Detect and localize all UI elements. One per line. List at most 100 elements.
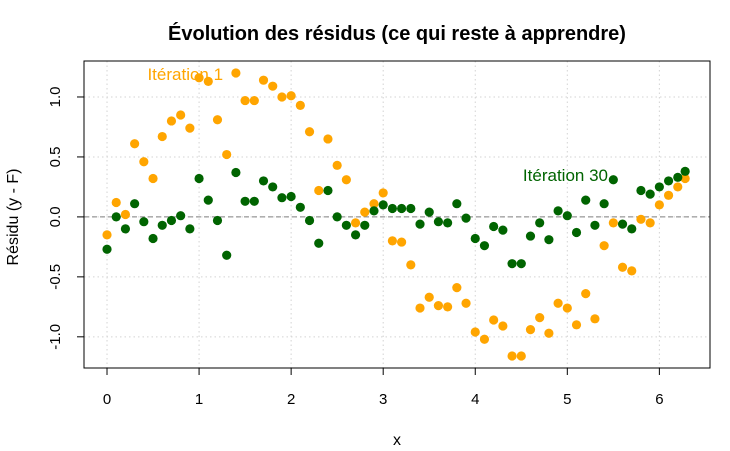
data-point-series-1 [627, 266, 637, 276]
data-point-series-2 [332, 212, 342, 222]
data-point-series-1 [617, 262, 628, 272]
chart-title: Évolution des résidus (ce qui reste à ap… [168, 22, 626, 45]
data-point-series-1 [562, 303, 572, 313]
x-axis: 0 1 2 3 4 5 6 [103, 367, 664, 408]
data-point-series-2 [240, 196, 250, 206]
data-point-series-2 [157, 220, 167, 230]
data-point-series-1 [479, 334, 490, 344]
data-point-series-2 [369, 206, 379, 216]
data-point-series-2 [608, 175, 618, 185]
y-axis-label: Résidu (y - F) [5, 169, 22, 266]
data-point-series-2 [680, 166, 690, 176]
data-point-series-2 [185, 224, 195, 234]
annotation-label: Itération 30 [523, 166, 608, 185]
data-point-series-1 [571, 320, 582, 330]
data-point-series-1 [185, 123, 195, 133]
x-tick-label: 4 [471, 391, 479, 408]
data-point-series-2 [360, 220, 370, 230]
data-point-series-1 [139, 157, 149, 167]
data-point-series-1 [525, 325, 536, 335]
data-point-series-2 [443, 218, 453, 228]
data-point-series-2 [581, 195, 591, 205]
data-point-series-2 [636, 185, 646, 196]
y-tick-label: 1.0 [47, 87, 64, 108]
data-point-series-1 [636, 214, 646, 224]
data-point-series-2 [627, 224, 637, 234]
data-point-series-2 [268, 182, 278, 192]
data-point-series-2 [231, 167, 241, 178]
data-point-series-2 [415, 219, 425, 229]
data-point-series-2 [387, 203, 397, 214]
data-point-series-2 [525, 231, 536, 241]
data-point-series-1 [663, 190, 674, 200]
y-tick-label: 0.5 [47, 147, 64, 168]
data-point-series-1 [304, 127, 315, 137]
data-point-series-1 [489, 315, 499, 325]
data-point-series-1 [194, 73, 204, 83]
data-point-series-2 [406, 203, 416, 214]
data-point-series-2 [617, 219, 628, 229]
y-axis: -1.0 -0.5 0.0 0.5 1.0 [47, 87, 85, 350]
data-point-series-1 [332, 160, 342, 170]
data-point-series-2 [102, 244, 112, 254]
data-point-series-1 [148, 173, 158, 184]
data-point-series-2 [507, 259, 517, 269]
data-point-series-2 [590, 220, 600, 230]
data-point-series-2 [378, 200, 388, 210]
data-point-series-1 [387, 236, 397, 246]
data-point-series-1 [544, 328, 554, 338]
data-point-series-2 [120, 224, 131, 234]
data-point-series-2 [111, 212, 121, 222]
data-point-series-1 [120, 209, 131, 220]
data-point-series-1 [212, 115, 223, 125]
data-point-series-1 [452, 283, 462, 293]
annotations: Itération 1 Itération 30 [147, 65, 608, 185]
data-point-series-2 [489, 221, 499, 232]
data-point-series-2 [258, 176, 269, 186]
data-point-series-2 [148, 233, 158, 244]
data-point-series-1 [277, 92, 287, 102]
annotation-label: Itération 1 [147, 65, 223, 84]
data-point-series-2 [277, 193, 287, 203]
data-point-series-1 [443, 302, 453, 312]
data-point-series-2 [461, 213, 471, 223]
x-tick-label: 6 [655, 391, 663, 408]
data-point-series-1 [369, 199, 379, 209]
data-point-series-1 [176, 110, 186, 120]
data-point-series-2 [212, 215, 223, 226]
data-point-series-2 [562, 211, 572, 221]
data-point-series-1 [507, 351, 517, 361]
data-point-series-2 [249, 196, 259, 206]
data-point-series-2 [130, 199, 140, 209]
data-point-series-2 [295, 202, 305, 212]
data-point-series-1 [680, 173, 690, 184]
data-point-series-2 [304, 215, 315, 226]
data-point-series-1 [645, 218, 655, 228]
data-point-series-1 [360, 207, 370, 217]
data-point-series-2 [176, 211, 186, 221]
data-point-series-2 [194, 173, 204, 184]
data-point-series-2 [323, 185, 333, 196]
data-points [102, 68, 690, 361]
data-point-series-1 [608, 218, 618, 228]
data-point-series-1 [231, 68, 241, 78]
x-tick-label: 2 [287, 391, 295, 408]
data-point-series-1 [378, 188, 388, 198]
data-point-series-1 [295, 100, 305, 110]
data-point-series-2 [222, 250, 232, 260]
data-point-series-1 [341, 175, 351, 185]
data-point-series-1 [461, 298, 471, 308]
data-point-series-1 [581, 289, 591, 299]
data-point-series-1 [673, 182, 683, 192]
x-axis-label: x [393, 432, 401, 449]
data-point-series-1 [535, 313, 545, 323]
data-point-series-2 [286, 191, 296, 202]
data-point-series-1 [590, 314, 600, 324]
y-tick-label: -1.0 [47, 324, 64, 350]
data-point-series-2 [544, 235, 554, 245]
data-point-series-2 [166, 215, 177, 226]
data-point-series-1 [406, 260, 416, 270]
data-point-series-1 [203, 76, 213, 86]
